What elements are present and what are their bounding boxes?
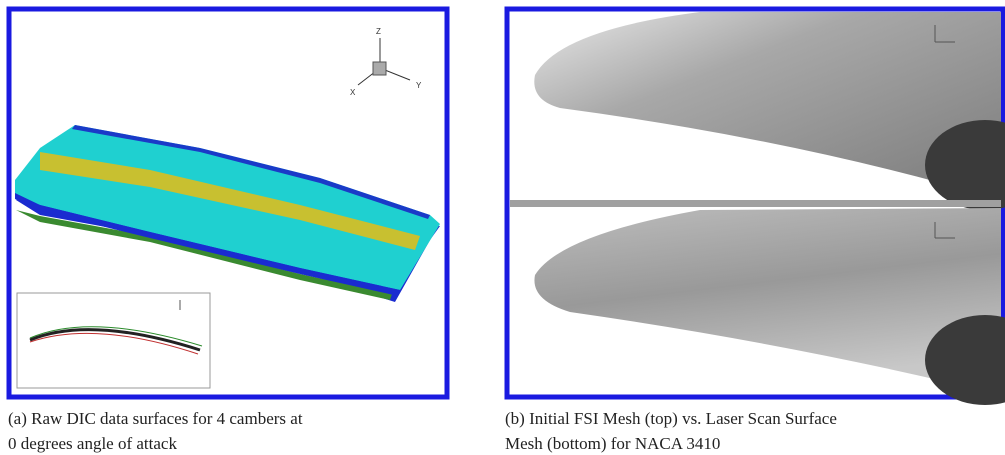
caption: (a) Raw DIC data surfaces for 4 cambers …	[8, 409, 303, 428]
divider	[510, 200, 1001, 207]
figure: Z X Y (a) Raw DIC data surfaces for 4 ca…	[0, 0, 1005, 455]
caption: Mesh (bottom) for NACA 3410	[505, 434, 720, 453]
triad-label: Y	[416, 81, 422, 90]
triad-label: Z	[376, 27, 381, 36]
triad-label: X	[350, 88, 356, 97]
caption: 0 degrees angle of attack	[8, 434, 177, 453]
panel-b	[507, 9, 1005, 405]
triad-cube	[373, 62, 386, 75]
panel-a: Z X Y	[9, 9, 447, 397]
caption: (b) Initial FSI Mesh (top) vs. Laser Sca…	[505, 409, 837, 428]
